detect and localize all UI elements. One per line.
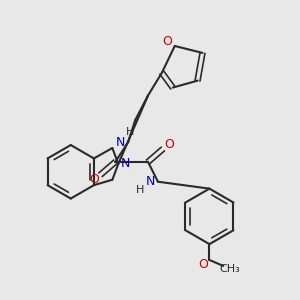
Text: H: H [136, 184, 144, 195]
Text: N: N [121, 158, 130, 170]
Text: O: O [90, 173, 100, 186]
Text: O: O [164, 138, 174, 151]
Text: O: O [162, 34, 172, 47]
Text: H: H [126, 127, 134, 137]
Text: N: N [116, 136, 125, 148]
Text: CH₃: CH₃ [220, 264, 241, 274]
Text: N: N [145, 175, 155, 188]
Text: O: O [199, 258, 208, 272]
